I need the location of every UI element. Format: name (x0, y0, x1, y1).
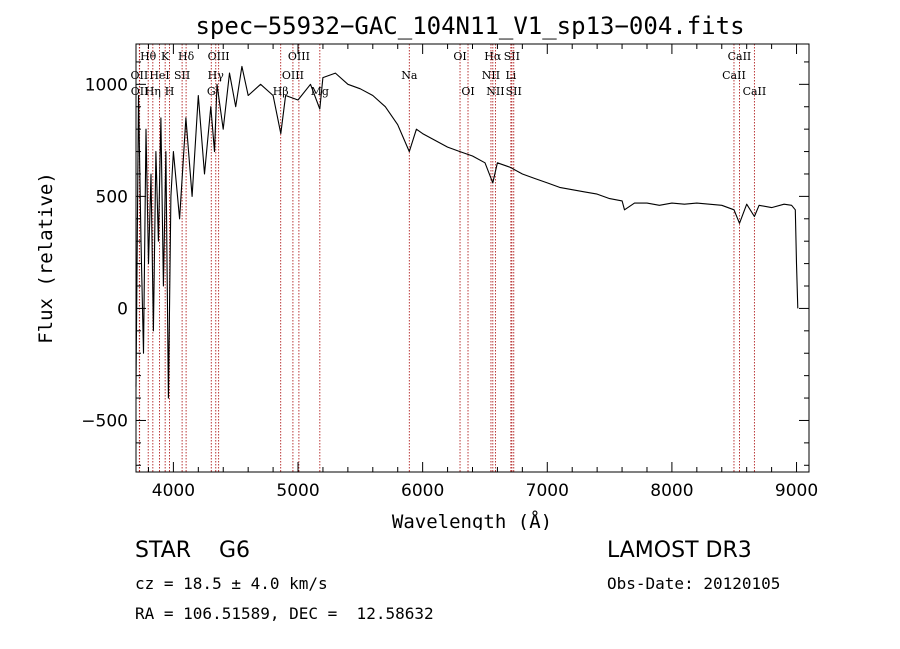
survey-name: LAMOST DR3 (607, 538, 752, 563)
x-tick-label-3: 7000 (526, 481, 569, 501)
line-label-14: Na (401, 69, 418, 82)
object-class: STAR G6 (135, 538, 251, 563)
plot-frame (135, 43, 810, 473)
observation-date: Obs-Date: 20120105 (607, 574, 781, 593)
line-label-27: CaII (743, 85, 767, 98)
spectrum-chart: spec−55932−GAC_104N11_V1_sp13−004.fits H… (35, 12, 818, 530)
line-label-21: G (207, 85, 216, 98)
line-label-19: Hη (145, 85, 161, 98)
line-label-3: OIII (208, 50, 230, 63)
y-tick-label-1: 0 (117, 299, 128, 319)
line-label-22: Hβ (273, 85, 289, 98)
y-tick-label-2: 500 (96, 187, 128, 207)
y-tick-label-3: 1000 (85, 75, 128, 95)
line-label-7: SII (504, 50, 520, 63)
y-tick-label-0: −500 (81, 411, 128, 431)
line-label-16: Li (505, 69, 516, 82)
line-label-8: CaII (728, 50, 752, 63)
line-label-25: NII (486, 85, 504, 98)
line-label-2: Hδ (178, 50, 195, 63)
line-label-17: CaII (722, 69, 746, 82)
x-axis-label: Wavelength (Å) (392, 510, 552, 530)
line-label-12: Hγ (208, 69, 225, 82)
line-label-6: Hα (484, 50, 502, 63)
line-label-1: K (161, 50, 170, 63)
line-label-20: H (165, 85, 175, 98)
x-tick-label-5: 9000 (775, 481, 818, 501)
line-label-15: NII (482, 69, 500, 82)
spectrum-series (135, 65, 799, 399)
x-tick-label-4: 8000 (650, 481, 693, 501)
line-label-0: Hθ (140, 50, 157, 63)
line-label-13: OIII (282, 69, 304, 82)
line-label-26: SII (506, 85, 522, 98)
line-label-24: OI (461, 85, 474, 98)
line-label-4: OIII (288, 50, 310, 63)
x-tick-label-2: 6000 (401, 481, 444, 501)
line-label-10: HeI (149, 69, 169, 82)
redshift-velocity: cz = 18.5 ± 4.0 km/s (135, 574, 328, 593)
coordinates: RA = 106.51589, DEC = 12.58632 (135, 604, 434, 623)
x-tick-label-1: 5000 (276, 481, 319, 501)
y-axis-label: Flux (relative) (35, 172, 57, 344)
line-label-11: SII (174, 69, 190, 82)
spectrum-line (135, 65, 799, 399)
x-tick-label-0: 4000 (152, 481, 195, 501)
line-label-5: OI (453, 50, 466, 63)
line-label-23: Mg (311, 85, 329, 98)
chart-title: spec−55932−GAC_104N11_V1_sp13−004.fits (195, 12, 744, 40)
line-label-18: OII (131, 85, 149, 98)
axis-ticks: 4000 5000 6000 7000 8000 9000 −500 0 500 1000 (81, 44, 818, 501)
